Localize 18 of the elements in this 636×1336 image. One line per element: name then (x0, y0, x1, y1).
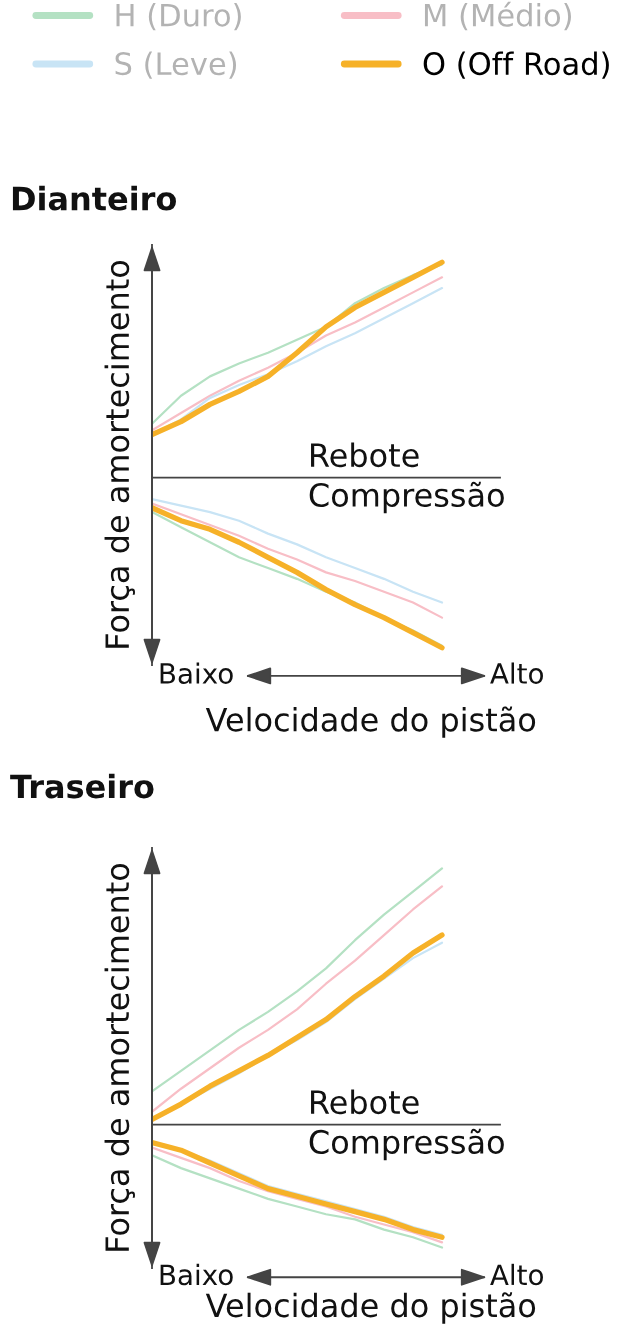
text: Baixo (160, 1263, 233, 1286)
annotation: Rebote (311, 1089, 419, 1115)
text: Alto (490, 662, 543, 684)
annotation: Compressão (309, 481, 504, 514)
chart-title: Traseiro (10, 773, 154, 799)
annotation: Compressão (309, 1128, 504, 1161)
chart-title: Dianteiro (12, 185, 176, 211)
legend-label: S (Leve) (115, 51, 237, 79)
y-axis-title: Força de amortecimento (104, 863, 135, 1251)
text: Alto (490, 1263, 543, 1286)
legend-label: H (Duro) (116, 3, 241, 31)
legend-label: M (Médio) (424, 1, 571, 31)
annotation: Rebote (311, 442, 419, 468)
y-axis-title: Força de amortecimento (104, 260, 135, 648)
legend-label: O (Off Road) (423, 51, 609, 79)
x-axis-title: Velocidade do pistão (205, 706, 536, 738)
text: Baixo (160, 662, 233, 684)
x-axis-title: Velocidade do pistão (205, 1292, 536, 1324)
